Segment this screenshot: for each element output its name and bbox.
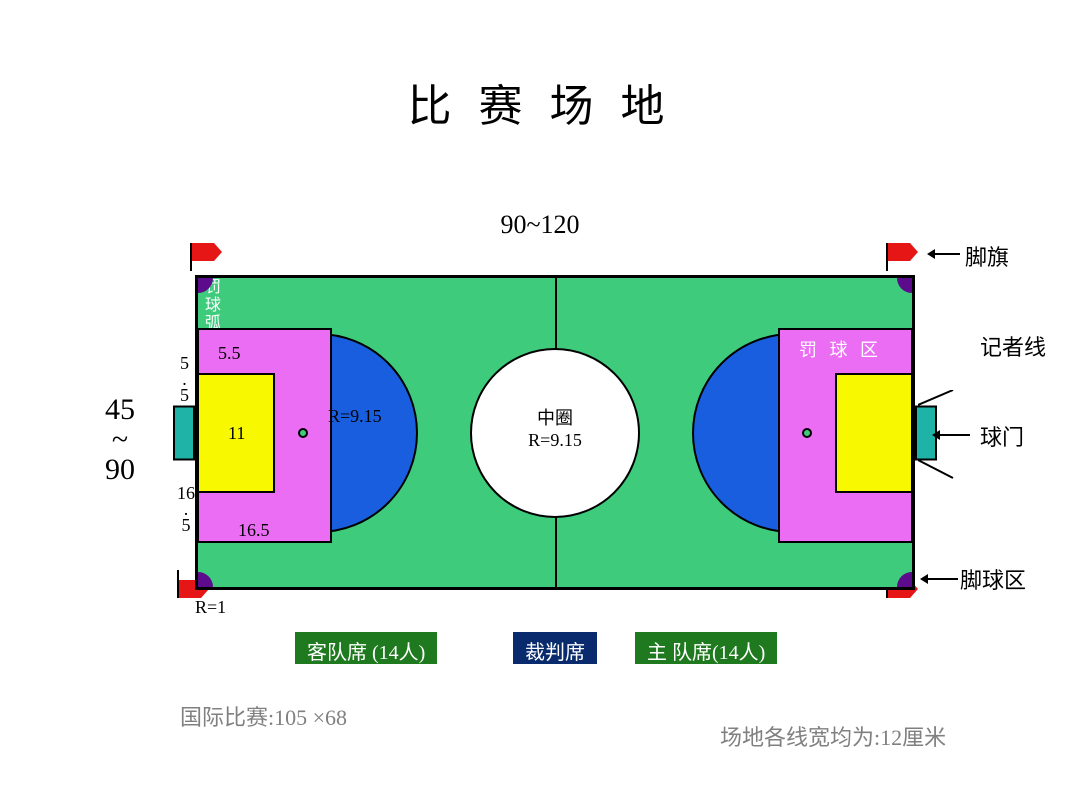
referee-bench: 裁判席 bbox=[513, 632, 597, 664]
corner-arc-tr bbox=[897, 275, 915, 293]
goal-lines-icon bbox=[918, 390, 978, 480]
corner-arc-br bbox=[897, 572, 915, 590]
goal-left bbox=[173, 405, 195, 460]
dim-5-5-v: 5.5 bbox=[180, 355, 189, 404]
corner-arc-bl bbox=[195, 572, 213, 590]
field-height-dimension: 45 ~ 90 bbox=[105, 395, 135, 485]
dim-5-5-h: 5.5 bbox=[218, 343, 241, 364]
penalty-spot-left bbox=[298, 428, 308, 438]
penalty-area-label: 罚 球 区 bbox=[799, 336, 882, 362]
home-bench: 主 队席(14人) bbox=[635, 632, 777, 664]
tick-right bbox=[613, 587, 615, 590]
dim-16-5-h: 16.5 bbox=[238, 520, 270, 541]
arrow-corner-area bbox=[928, 578, 958, 580]
away-bench: 客队席 (14人) bbox=[295, 632, 437, 664]
corner-flag-tl bbox=[190, 243, 214, 261]
penalty-spot-right bbox=[802, 428, 812, 438]
dim-45: 45 bbox=[105, 395, 135, 425]
footer-linewidth: 场地各线宽均为:12厘米 bbox=[720, 720, 946, 752]
label-goal: 球门 bbox=[980, 420, 1024, 452]
footer-intl: 国际比赛:105 ×68 bbox=[180, 700, 347, 732]
arrow-flag bbox=[935, 253, 960, 255]
cc-name: 中圈 bbox=[528, 403, 582, 429]
dim-tilde: ~ bbox=[105, 425, 135, 455]
label-corner-area: 脚球区 bbox=[960, 563, 1026, 595]
field-width-dimension: 90~120 bbox=[0, 210, 1080, 240]
tick-left bbox=[383, 587, 385, 590]
corner-flag-tr bbox=[886, 243, 910, 261]
label-press-line: 记者线 bbox=[980, 330, 1046, 362]
arc-radius-left: R=9.15 bbox=[328, 406, 382, 427]
dim-16-5-v: 16.5 bbox=[177, 485, 195, 534]
label-corner-flag: 脚旗 bbox=[965, 240, 1009, 272]
playing-field: 中圈 R=9.15 5.5 16.5 11 R=9.15 罚 球 区 罚球弧 点… bbox=[195, 275, 915, 590]
corner-radius-label: R=1 bbox=[195, 597, 226, 618]
dim-90: 90 bbox=[105, 455, 135, 485]
center-circle-label: 中圈 R=9.15 bbox=[528, 403, 582, 450]
field-wrapper: 中圈 R=9.15 5.5 16.5 11 R=9.15 罚 球 区 罚球弧 点… bbox=[195, 275, 915, 590]
goal-area-right bbox=[835, 373, 913, 493]
cc-radius: R=9.15 bbox=[528, 429, 582, 450]
dim-11: 11 bbox=[228, 423, 245, 444]
page-title: 比 赛 场 地 bbox=[0, 70, 1080, 134]
